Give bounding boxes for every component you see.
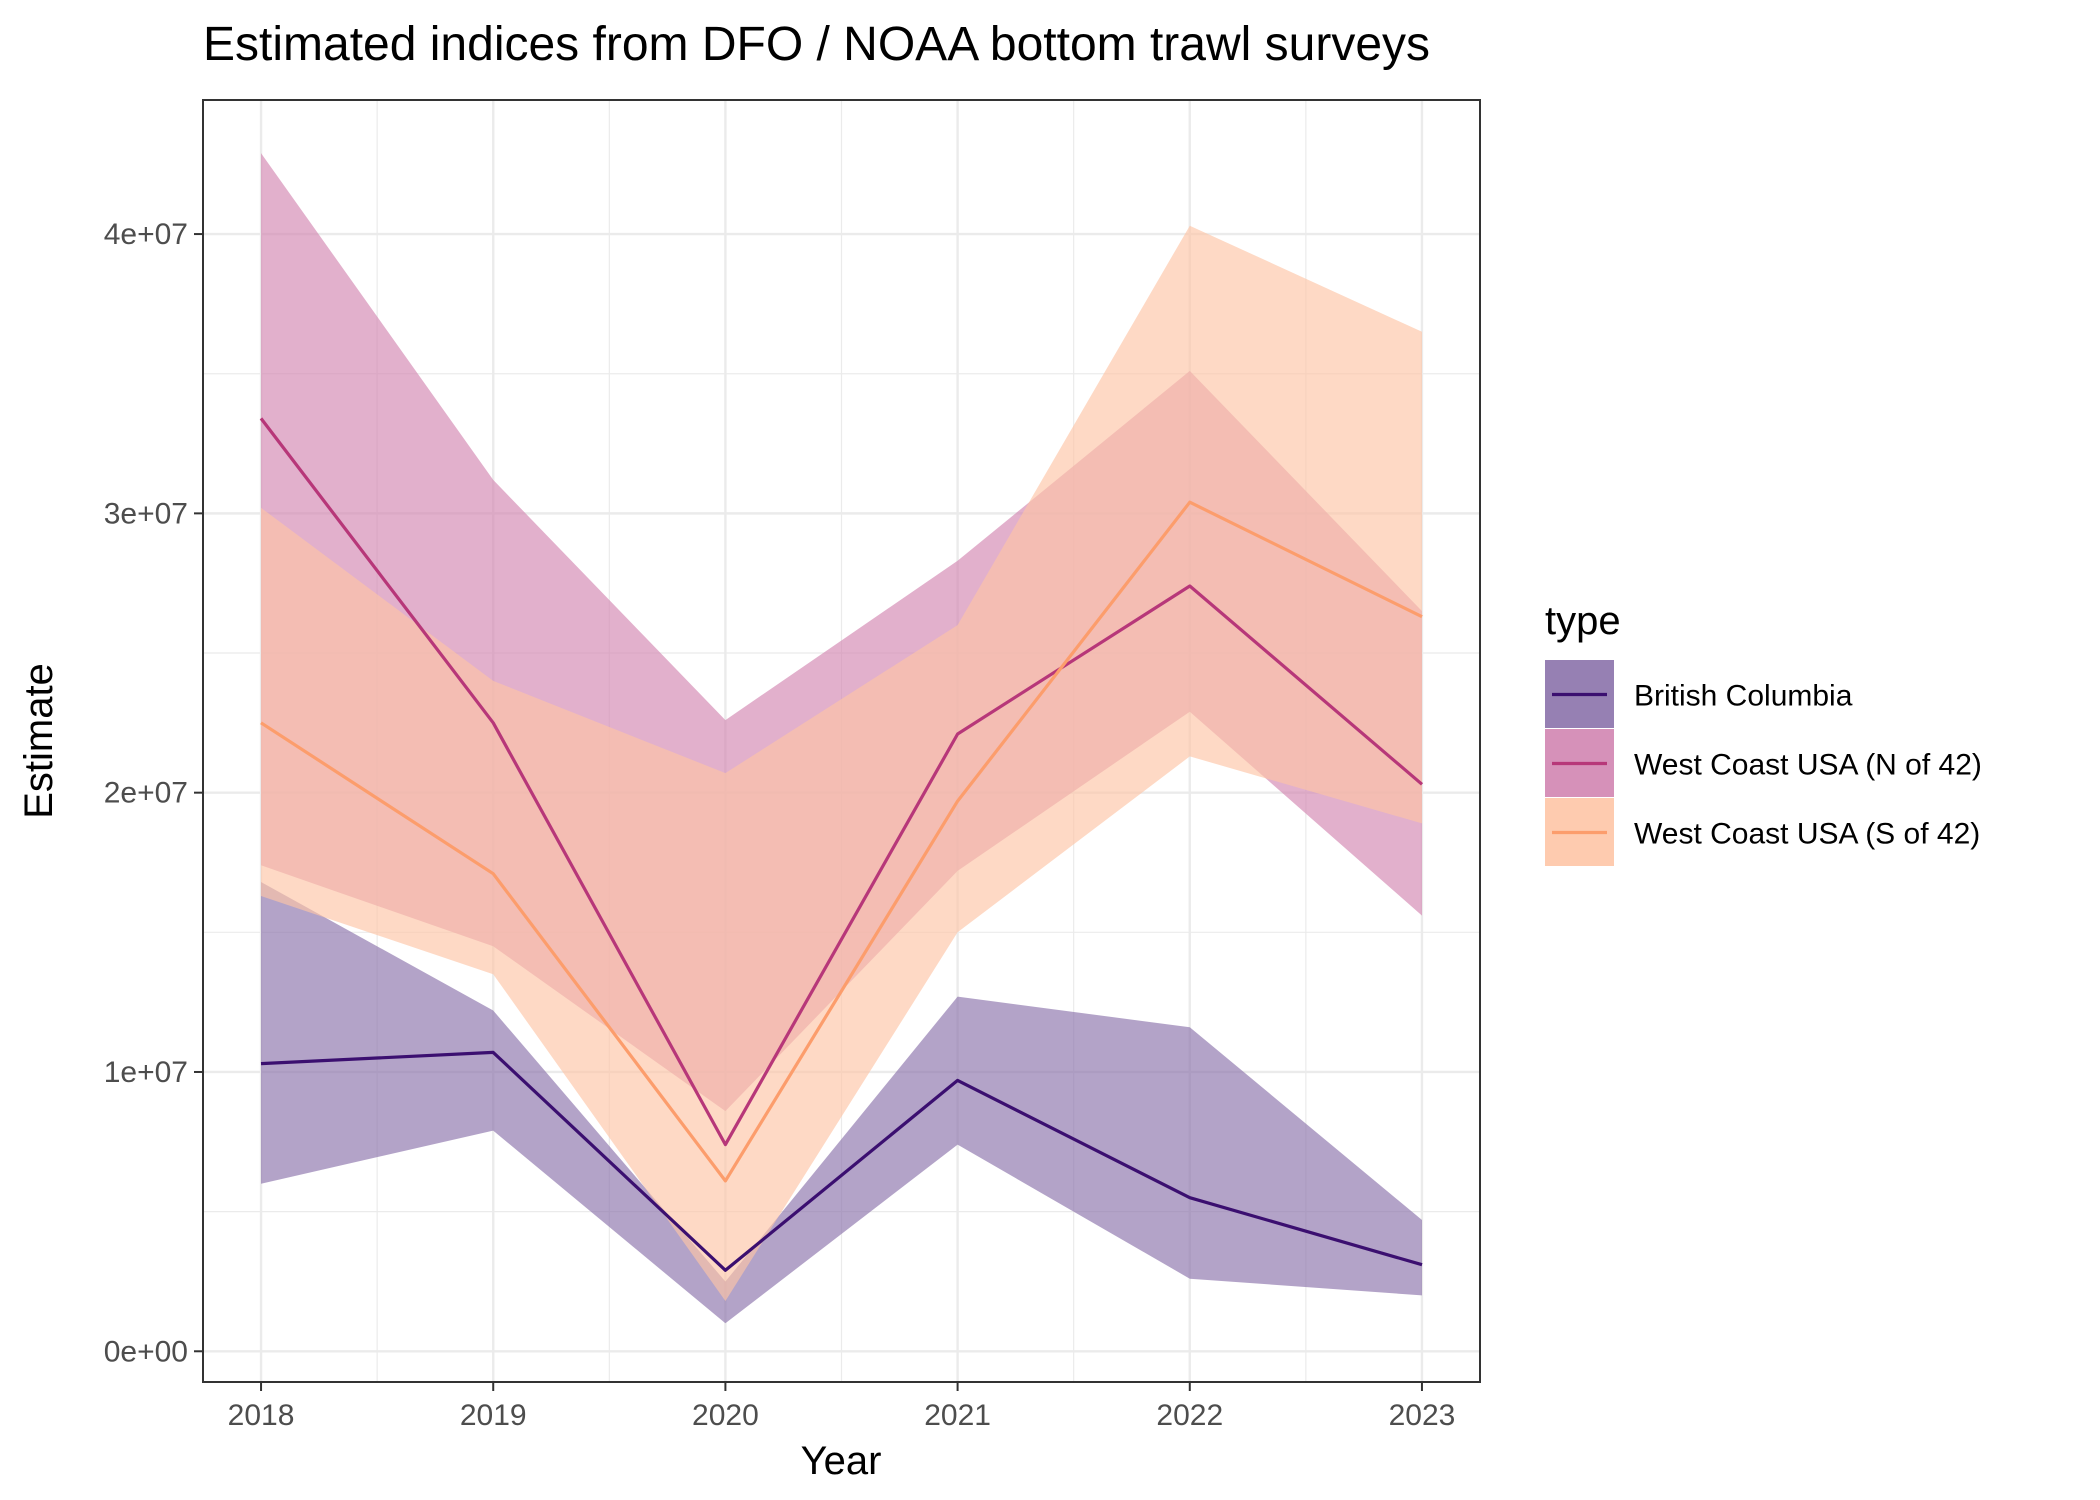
line-series-1 — [260, 1050, 1423, 1272]
x-tick-label: 2022 — [1156, 1399, 1223, 1432]
panel-border — [202, 99, 1481, 1383]
line-series-2 — [259, 417, 1424, 1147]
ribbon-series-1 — [261, 882, 1422, 1324]
ribbons — [261, 153, 1422, 1324]
y-tick-label: 4e+07 — [104, 218, 188, 251]
legend: type British Columbia West Coast USA (N o… — [1545, 599, 1982, 866]
estimate-lines — [259, 417, 1424, 1272]
x-axis-title: Year — [801, 1439, 882, 1483]
legend-label-2: West Coast USA (N of 42) — [1634, 749, 1982, 782]
x-tick-label: 2019 — [460, 1399, 527, 1432]
y-tick-label: 1e+07 — [104, 1056, 188, 1089]
legend-label-3: West Coast USA (S of 42) — [1634, 818, 1980, 851]
x-tick-label: 2021 — [924, 1399, 991, 1432]
line-series-3 — [260, 500, 1423, 1183]
x-tick-label: 2020 — [692, 1399, 759, 1432]
legend-title: type — [1545, 599, 1621, 643]
legend-label-1: British Columbia — [1634, 680, 1853, 713]
y-axis-title: Estimate — [17, 663, 61, 819]
x-tick-label: 2023 — [1389, 1399, 1456, 1432]
x-axis: 2018 2019 2020 2021 2022 2023 — [228, 1382, 1456, 1432]
y-axis: 0e+00 1e+07 2e+07 3e+07 4e+07 — [104, 218, 203, 1368]
y-tick-label: 0e+00 — [104, 1335, 188, 1368]
y-tick-label: 2e+07 — [104, 777, 188, 810]
ribbon-series-3 — [261, 225, 1422, 1302]
y-tick-label: 3e+07 — [104, 497, 188, 530]
chart-title: Estimated indices from DFO / NOAA bottom… — [203, 18, 1430, 71]
x-tick-label: 2018 — [228, 1399, 295, 1432]
